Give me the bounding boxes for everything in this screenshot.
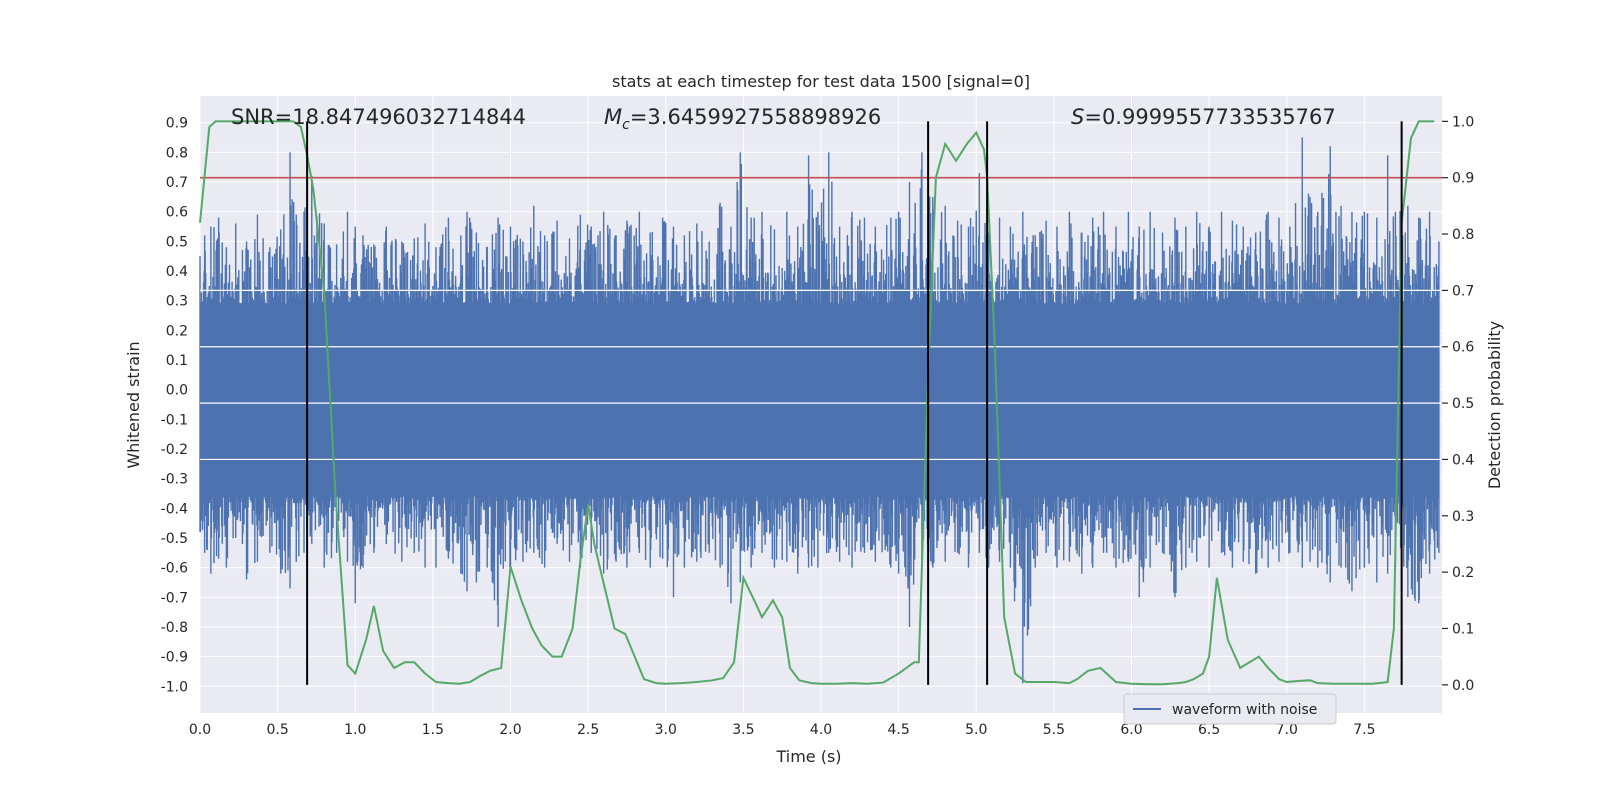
y-tick-label: 0.0: [166, 383, 188, 399]
score-value: =0.9999557733535767: [1084, 105, 1335, 129]
x-tick-label: 1.5: [422, 722, 444, 738]
legend-label: waveform with noise: [1172, 702, 1317, 718]
x-tick-label: 4.5: [887, 722, 909, 738]
waveform-line: [199, 137, 1440, 684]
y-tick-label: -0.8: [161, 620, 188, 636]
secondary-grid: [200, 289, 1442, 461]
y2-tick-label: 0.8: [1452, 227, 1474, 243]
x-tick-label: 1.0: [344, 722, 366, 738]
x-tick-label: 0.5: [266, 722, 288, 738]
x-tick-label: 6.0: [1120, 722, 1142, 738]
x-tick-label: 4.0: [810, 722, 832, 738]
chart-title: stats at each timestep for test data 150…: [612, 72, 1030, 91]
x-tick-label: 7.0: [1276, 722, 1298, 738]
y2-tick-label: 0.2: [1452, 565, 1474, 581]
y2-tick-label: 0.4: [1452, 452, 1474, 468]
y2-tick-label: 0.5: [1452, 396, 1474, 412]
y-axis-label: Whitened strain: [124, 341, 143, 468]
probability-series: [199, 120, 1435, 686]
y-tick-label: 0.1: [166, 353, 188, 369]
y-tick-label: -0.2: [161, 442, 188, 458]
y-tick-label: 0.6: [166, 205, 188, 221]
y2-tick-label: 1.0: [1452, 114, 1474, 130]
score-symbol: S: [1071, 105, 1084, 129]
y-tick-label: 0.4: [166, 264, 188, 280]
detection-markers: [306, 121, 1403, 685]
y-tick-label: -0.4: [161, 501, 188, 517]
y2-tick-label: 0.3: [1452, 509, 1474, 525]
probability-line: [199, 120, 1435, 686]
score-annotation: S=0.9999557733535767: [1071, 105, 1336, 129]
x-tick-label: 3.0: [655, 722, 677, 738]
snr-annotation: SNR=18.847496032714844: [231, 105, 526, 129]
legend: waveform with noise: [1123, 693, 1337, 725]
y-tick-label: 0.7: [166, 175, 188, 191]
x-tick-label: 3.5: [732, 722, 754, 738]
chirp-mass-value: =3.6459927558898926: [630, 105, 881, 129]
y2-tick-label: 0.7: [1452, 283, 1474, 299]
x-tick-label: 2.5: [577, 722, 599, 738]
y-tick-label: -0.9: [161, 650, 188, 666]
y-tick-label: -0.7: [161, 590, 188, 606]
x-tick-label: 2.0: [499, 722, 521, 738]
y-tick-label: 0.3: [166, 294, 188, 310]
x-tick-label: 6.5: [1198, 722, 1220, 738]
x-tick-label: 5.0: [965, 722, 987, 738]
y-tick-label: -1.0: [161, 679, 188, 695]
y-tick-label: 0.8: [166, 145, 188, 161]
y-tick-label: -0.5: [161, 531, 188, 547]
y-tick-label: -0.6: [161, 561, 188, 577]
y2-tick-label: 0.6: [1452, 340, 1474, 356]
y2-axis-ticks: 1.0 0.9 0.8 0.7 0.6 0.5 0.4 0.3 0.2 0.1 0.0: [1442, 114, 1474, 694]
x-axis-ticks: 0.0 0.5 1.0 1.5 2.0 2.5 3.0 3.5 4.0 4.5 5.0 5.5 6.0 6…: [189, 722, 1376, 738]
chirp-mass-subscript: c: [622, 117, 630, 133]
y2-tick-label: 0.9: [1452, 171, 1474, 187]
chirp-mass-symbol: M: [604, 105, 622, 129]
y2-tick-label: 0.0: [1452, 678, 1474, 694]
x-tick-label: 5.5: [1043, 722, 1065, 738]
x-tick-label: 7.5: [1353, 722, 1375, 738]
y-tick-label: 0.9: [166, 116, 188, 132]
legend-box: [1123, 693, 1337, 725]
y-tick-label: -0.3: [161, 472, 188, 488]
y2-axis-label: Detection probability: [1485, 321, 1504, 489]
y2-tick-label: 0.1: [1452, 621, 1474, 637]
x-axis-label: Time (s): [775, 747, 841, 766]
chirp-mass-annotation: Mc=3.6459927558898926: [604, 105, 881, 133]
x-tick-label: 0.0: [189, 722, 211, 738]
y-axis-ticks: 0.9 0.8 0.7 0.6 0.5 0.4 0.3 0.2 0.1 0.0 -0.1 -0.2 -0…: [161, 116, 188, 696]
y-tick-label: 0.2: [166, 323, 188, 339]
y-tick-label: -0.1: [161, 412, 188, 428]
waveform-series: [199, 137, 1440, 684]
y-tick-label: 0.5: [166, 234, 188, 250]
